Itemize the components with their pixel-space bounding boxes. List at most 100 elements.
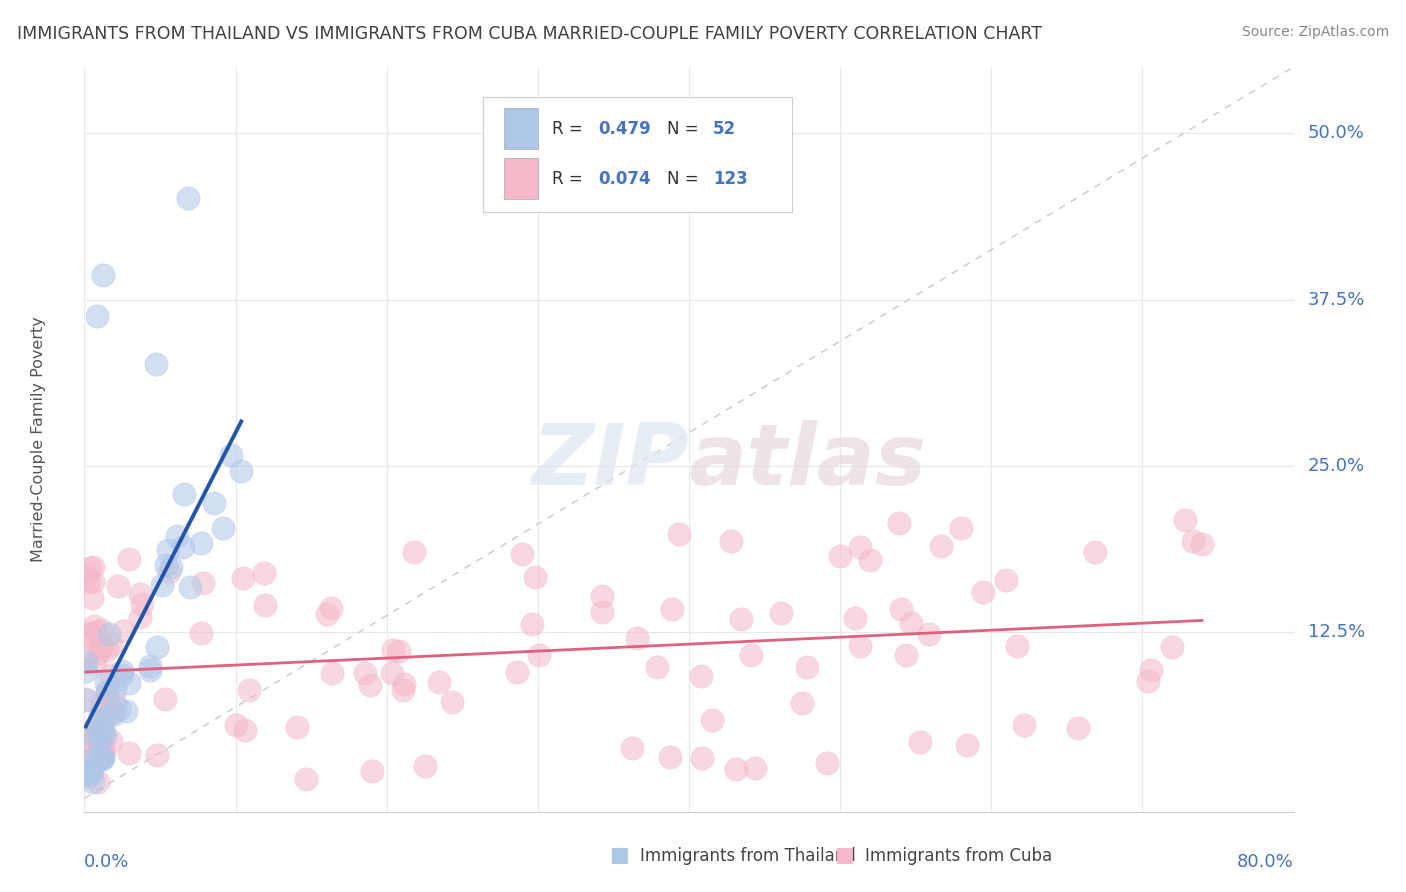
Point	[89, 707, 111, 722]
Point	[79, 560, 101, 574]
Point	[381, 666, 404, 681]
Point	[626, 631, 648, 645]
Point	[89, 736, 111, 750]
Point	[191, 576, 214, 591]
Text: 50.0%: 50.0%	[1308, 124, 1365, 143]
Point	[354, 666, 377, 681]
Text: 37.5%: 37.5%	[1308, 291, 1365, 309]
Point	[720, 534, 742, 549]
Text: IMMIGRANTS FROM THAILAND VS IMMIGRANTS FROM CUBA MARRIED-COUPLE FAMILY POVERTY C: IMMIGRANTS FROM THAILAND VS IMMIGRANTS F…	[17, 25, 1042, 43]
Point	[730, 612, 752, 626]
Point	[80, 752, 103, 766]
Point	[82, 574, 104, 589]
Point	[956, 738, 979, 752]
Point	[75, 655, 97, 669]
Point	[254, 598, 277, 612]
Point	[79, 626, 101, 640]
Point	[740, 648, 762, 662]
Point	[232, 571, 254, 585]
Point	[1174, 513, 1197, 527]
Point	[360, 764, 382, 778]
Point	[103, 706, 125, 721]
Point	[118, 747, 141, 761]
Point	[190, 625, 212, 640]
Point	[90, 624, 112, 638]
Point	[591, 589, 613, 603]
Point	[413, 759, 436, 773]
Point	[79, 734, 101, 748]
Point	[295, 772, 318, 786]
Point	[112, 624, 135, 639]
Point	[83, 750, 105, 764]
Text: Married-Couple Family Poverty: Married-Couple Family Poverty	[31, 317, 46, 562]
Point	[77, 574, 100, 588]
Point	[645, 660, 668, 674]
Point	[173, 487, 195, 501]
Point	[382, 643, 405, 657]
Point	[889, 516, 911, 531]
Point	[100, 668, 122, 682]
Point	[1191, 537, 1213, 551]
Point	[900, 615, 922, 630]
Point	[86, 753, 108, 767]
Point	[219, 449, 242, 463]
Point	[690, 751, 713, 765]
Point	[177, 191, 200, 205]
Point	[658, 750, 681, 764]
Point	[402, 545, 425, 559]
Point	[321, 666, 343, 681]
Point	[76, 648, 98, 662]
Point	[744, 761, 766, 775]
Point	[440, 695, 463, 709]
Point	[427, 674, 450, 689]
Point	[86, 718, 108, 732]
Point	[90, 752, 112, 766]
Point	[83, 726, 105, 740]
Point	[75, 692, 97, 706]
Point	[145, 357, 167, 371]
Point	[815, 756, 838, 770]
Point	[83, 619, 105, 633]
Text: ZIP: ZIP	[531, 420, 689, 503]
Text: 0.074: 0.074	[599, 169, 651, 187]
Point	[87, 646, 110, 660]
Text: R =: R =	[553, 120, 588, 137]
Point	[146, 640, 169, 654]
Point	[79, 742, 101, 756]
Point	[392, 677, 415, 691]
Point	[522, 617, 544, 632]
Text: 80.0%: 80.0%	[1237, 853, 1294, 871]
Text: N =: N =	[668, 169, 704, 187]
Point	[90, 695, 112, 709]
Point	[107, 579, 129, 593]
Point	[96, 642, 118, 657]
Point	[94, 710, 117, 724]
Point	[238, 682, 260, 697]
Point	[82, 560, 104, 574]
Point	[90, 723, 112, 738]
Point	[1007, 639, 1029, 653]
Point	[93, 728, 115, 742]
FancyBboxPatch shape	[484, 96, 792, 212]
Point	[319, 601, 342, 615]
Point	[139, 663, 162, 677]
Point	[131, 597, 153, 611]
Point	[859, 552, 882, 566]
Point	[896, 648, 918, 662]
Point	[76, 692, 98, 706]
Point	[700, 714, 723, 728]
Point	[91, 751, 114, 765]
Point	[661, 602, 683, 616]
Text: 52: 52	[713, 120, 737, 137]
Text: 12.5%: 12.5%	[1308, 624, 1365, 641]
Point	[82, 591, 104, 605]
Point	[118, 676, 141, 690]
Point	[104, 682, 127, 697]
Point	[155, 692, 177, 706]
Point	[917, 627, 939, 641]
Point	[190, 536, 212, 550]
Point	[506, 665, 529, 680]
Point	[111, 665, 134, 679]
Point	[91, 750, 114, 764]
Point	[91, 743, 114, 757]
